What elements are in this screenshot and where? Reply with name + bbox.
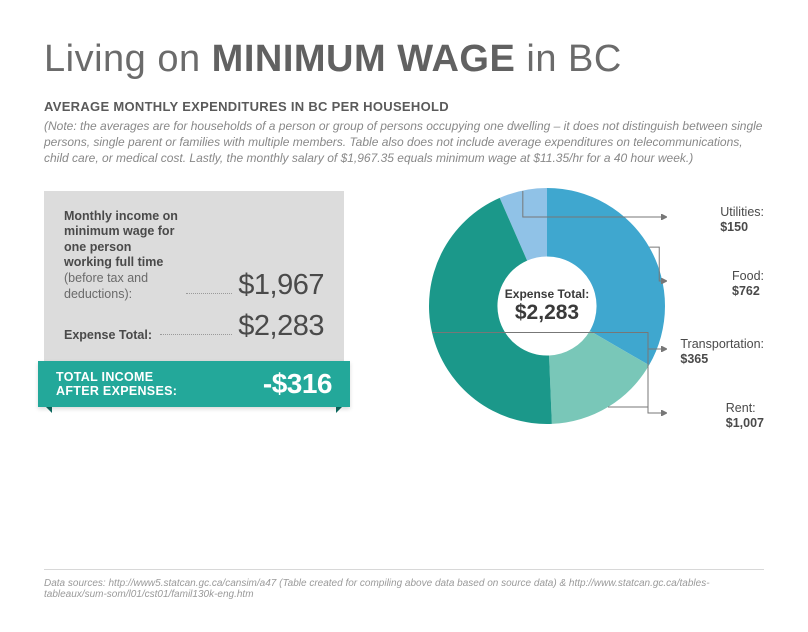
ribbon: TOTAL INCOME AFTER EXPENSES: -$316 [44,361,344,415]
right-panel: Expense Total: $2,283 Utilities:$150 Foo… [376,191,764,461]
legend-rent: Rent:$1,007 [726,401,764,431]
expense-value: $2,283 [238,310,324,343]
legend-label: Transportation: [680,337,764,351]
income-label: Monthly income on minimum wage for one p… [64,209,182,303]
income-box: Monthly income on minimum wage for one p… [44,191,344,366]
donut-chart: Expense Total: $2,283 [428,187,666,425]
legend-value: $150 [720,220,748,234]
page-title: Living on MINIMUM WAGE in BC [44,38,764,81]
income-label-sub: (before tax and deductions): [64,271,148,301]
ribbon-body: TOTAL INCOME AFTER EXPENSES: -$316 [38,361,350,407]
legend-utilities: Utilities:$150 [720,205,764,235]
donut-center-label: Expense Total: [487,287,607,301]
legend-value: $762 [732,284,760,298]
donut-center-value: $2,283 [487,301,607,325]
section-note: (Note: the averages are for households o… [44,118,764,167]
data-sources: Data sources: http://www5.statcan.gc.ca/… [44,569,764,600]
expense-label: Expense Total: [64,328,156,344]
expense-row: Expense Total: $2,283 [64,310,324,343]
section-subhead: AVERAGE MONTHLY EXPENDITURES IN BC PER H… [44,99,764,114]
legend-label: Utilities: [720,205,764,219]
ribbon-label-l1: TOTAL INCOME [56,370,153,384]
dots-icon [186,293,232,294]
legend-food: Food:$762 [732,269,764,299]
legend-value: $365 [680,352,708,366]
ribbon-value: -$316 [263,368,332,400]
ribbon-label: TOTAL INCOME AFTER EXPENSES: [56,370,177,399]
ribbon-label-l2: AFTER EXPENSES: [56,384,177,398]
content-row: Monthly income on minimum wage for one p… [44,191,764,461]
legend-label: Food: [732,269,764,283]
legend-transportation: Transportation:$365 [680,337,764,367]
title-bold: MINIMUM WAGE [212,38,516,80]
donut-slice-food [547,188,665,365]
income-label-main: Monthly income on minimum wage for one p… [64,209,178,270]
dots-icon [160,334,232,335]
legend-label: Rent: [726,401,756,415]
donut-center: Expense Total: $2,283 [487,287,607,325]
left-panel: Monthly income on minimum wage for one p… [44,191,344,461]
title-pre: Living on [44,38,212,80]
income-value: $1,967 [238,269,324,302]
title-post: in BC [515,38,621,80]
legend-value: $1,007 [726,416,764,430]
income-row: Monthly income on minimum wage for one p… [64,209,324,303]
